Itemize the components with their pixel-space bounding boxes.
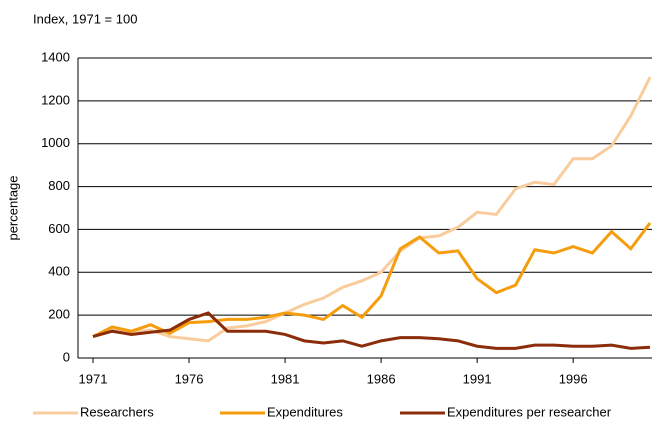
chart-subtitle: Index, 1971 = 100 bbox=[33, 11, 137, 26]
x-tick-label: 1986 bbox=[367, 371, 396, 386]
y-tick-label: 1000 bbox=[41, 135, 70, 150]
series-line bbox=[92, 311, 651, 350]
x-tick-label: 1976 bbox=[175, 371, 204, 386]
series-line bbox=[92, 76, 652, 343]
x-tick-label: 1981 bbox=[271, 371, 300, 386]
y-tick-label: 600 bbox=[48, 221, 70, 236]
legend-label: Expenditures bbox=[267, 404, 343, 419]
x-tick-label: 1991 bbox=[463, 371, 492, 386]
y-tick-label: 400 bbox=[48, 264, 70, 279]
y-tick-label: 0 bbox=[63, 349, 70, 364]
y-tick-label: 1200 bbox=[41, 92, 70, 107]
x-tick-label: 1971 bbox=[79, 371, 108, 386]
y-tick-label: 1400 bbox=[41, 49, 70, 64]
y-tick-label: 800 bbox=[48, 178, 70, 193]
x-tick-label: 1996 bbox=[559, 371, 588, 386]
series-line bbox=[92, 222, 652, 338]
legend-label: Researchers bbox=[80, 404, 154, 419]
legend-label: Expenditures per researcher bbox=[447, 404, 612, 419]
y-tick-label: 200 bbox=[48, 307, 70, 322]
y-axis-label: percentage bbox=[5, 175, 20, 240]
